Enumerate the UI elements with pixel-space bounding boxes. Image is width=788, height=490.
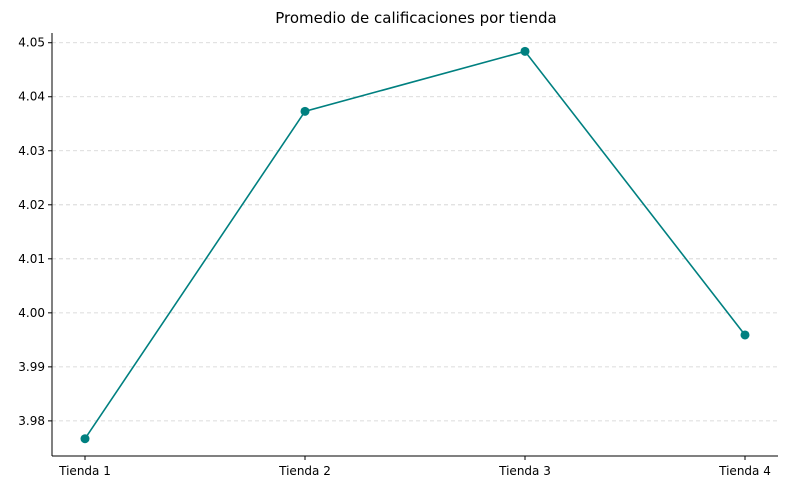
y-tick-label: 3.98 [18, 414, 45, 428]
series-line [84, 50, 746, 440]
x-tick-label: Tienda 3 [498, 464, 551, 478]
chart-title: Promedio de calificaciones por tienda [275, 9, 557, 27]
series [80, 46, 750, 444]
y-tick-label: 4.02 [18, 198, 45, 212]
data-point [300, 106, 310, 116]
x-tick-label: Tienda 1 [58, 464, 111, 478]
y-tick-label: 4.01 [18, 252, 45, 266]
y-tick-label: 3.99 [18, 360, 45, 374]
data-point [80, 434, 90, 444]
axes [51, 33, 778, 457]
x-tick-label: Tienda 2 [278, 464, 331, 478]
x-tick-label: Tienda 4 [718, 464, 771, 478]
y-tick-label: 4.00 [18, 306, 45, 320]
y-axis-ticks: 3.98 3.99 4.00 4.01 4.02 4.03 4.04 4.05 [18, 36, 52, 428]
y-tick-label: 4.05 [18, 36, 45, 50]
x-axis-ticks: Tienda 1 Tienda 2 Tienda 3 Tienda 4 [58, 456, 771, 478]
data-point [740, 330, 750, 340]
data-point [520, 46, 530, 56]
grid-lines [52, 42, 778, 422]
y-tick-label: 4.03 [18, 144, 45, 158]
y-tick-label: 4.04 [18, 90, 45, 104]
